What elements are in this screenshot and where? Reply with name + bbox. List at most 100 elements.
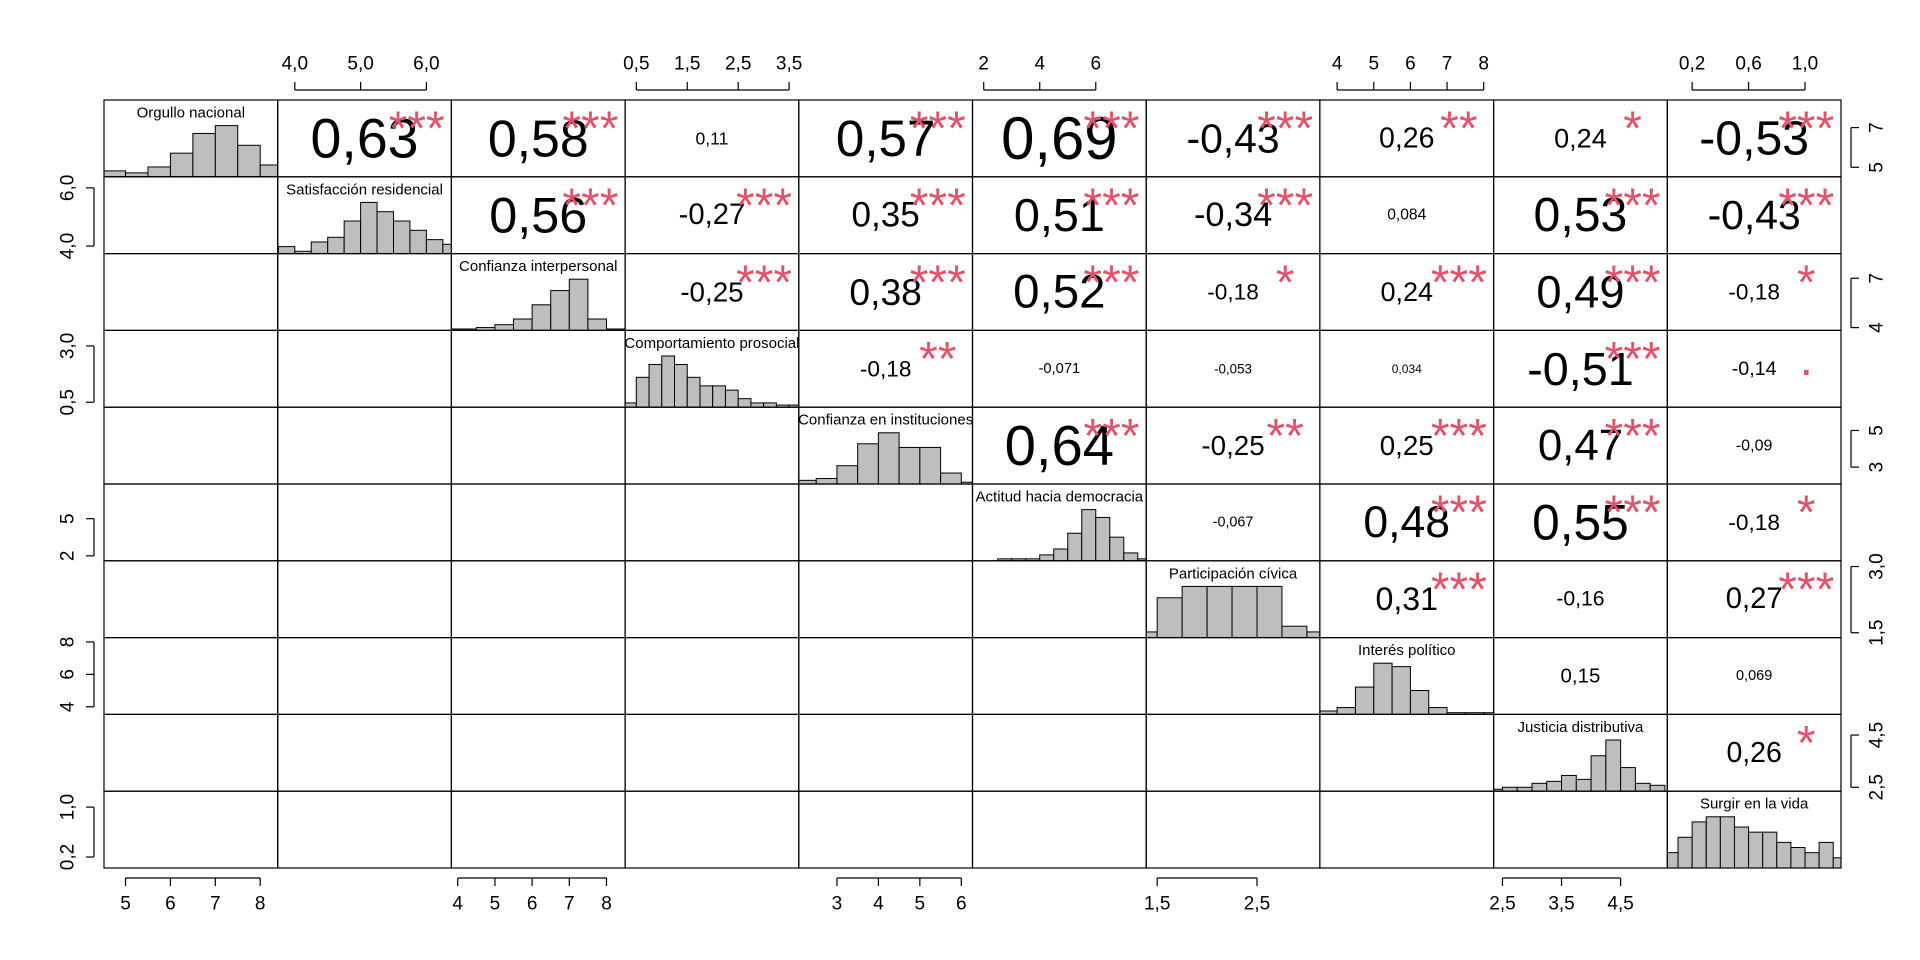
hist-bar: [898, 446, 921, 485]
x-tick-label: 5: [915, 894, 926, 915]
x-tick-label: 1,5: [674, 54, 700, 75]
panel-frame: [103, 253, 279, 332]
significance-stars: .: [1800, 333, 1813, 386]
x-tick-label: 8: [255, 894, 266, 915]
hist-bar: [1146, 631, 1158, 638]
hist-bar: [1575, 778, 1592, 792]
hist-bar: [409, 229, 427, 254]
variable-name: Confianza interpersonal: [459, 258, 617, 275]
hist-bar: [587, 318, 608, 331]
hist-bar: [1156, 597, 1183, 638]
hist-bar: [661, 355, 676, 408]
y-tick-label: 7: [1867, 273, 1888, 284]
y-tick-label: 7: [1867, 122, 1888, 133]
variable-name: Surgir en la vida: [1700, 796, 1809, 813]
hist-bar: [1748, 831, 1764, 869]
hist-bar: [513, 318, 533, 331]
hist-bar: [376, 211, 395, 254]
significance-stars: **: [1440, 103, 1477, 156]
hist-bar: [686, 376, 701, 408]
panel-frame: [798, 483, 974, 562]
panel-frame: [277, 253, 453, 332]
x-tick-label: 6: [956, 894, 967, 915]
variable-name: Participación cívica: [1169, 565, 1298, 582]
significance-stars: ***: [1605, 179, 1661, 232]
y-tick-label: 5: [1867, 162, 1888, 173]
x-tick-label: 8: [601, 894, 612, 915]
x-tick-label: 4: [452, 894, 463, 915]
x-tick-label: 2,5: [1244, 894, 1270, 915]
x-tick-label: 4: [1332, 54, 1343, 75]
significance-stars: ***: [736, 256, 792, 309]
panel-frame: [277, 329, 453, 408]
correlation-label: 0,57: [836, 110, 935, 167]
panel-frame: [1666, 790, 1842, 869]
panel-frame: [624, 790, 800, 869]
hist-bar: [214, 125, 239, 177]
hist-bar: [1776, 841, 1792, 869]
hist-bar: [192, 132, 216, 177]
histogram: Confianza interpersonal: [451, 258, 626, 331]
hist-bar: [1109, 536, 1125, 561]
hist-bar: [1667, 852, 1679, 869]
hist-bar: [1634, 782, 1651, 792]
panel-frame: [798, 790, 974, 869]
panel-frame: [103, 329, 279, 408]
hist-bar: [1531, 782, 1548, 792]
panel-frame: [103, 406, 279, 485]
panel-frame: [971, 636, 1147, 715]
x-tick-label: 2,5: [725, 54, 751, 75]
panel-frame: [624, 406, 800, 485]
x-tick-label: 6: [1090, 54, 1101, 75]
hist-bar: [1336, 707, 1356, 715]
variable-name: Interés político: [1358, 642, 1456, 659]
correlation-label: 0,55: [1532, 494, 1629, 550]
x-tick-label: 1,5: [1144, 894, 1170, 915]
significance-stars: ***: [562, 103, 618, 156]
x-tick-label: 2: [978, 54, 989, 75]
significance-stars: ***: [562, 179, 618, 232]
panel-frame: [450, 406, 626, 485]
panel-frame: [1319, 790, 1495, 869]
panel-frame: [798, 636, 974, 715]
histogram: Justicia distributiva: [1493, 719, 1666, 792]
hist-bar: [1762, 831, 1778, 869]
correlation-label: -0,43: [1708, 192, 1801, 238]
x-tick-label: 7: [564, 894, 575, 915]
hist-bar: [277, 246, 296, 254]
correlation-label: 0,47: [1538, 421, 1623, 470]
hist-bar: [1719, 816, 1735, 869]
panel-frame: [971, 790, 1147, 869]
correlation-label: 0,53: [1534, 188, 1628, 242]
panel-frame: [103, 483, 279, 562]
correlation-label: -0,27: [679, 199, 746, 231]
y-tick-label: 1,0: [58, 794, 79, 820]
hist-bar: [550, 290, 570, 331]
correlation-label: 0,084: [1387, 207, 1426, 224]
hist-bar: [1428, 707, 1448, 715]
panel-frame: [450, 560, 626, 639]
hist-bar: [1354, 686, 1375, 715]
significance-stars: ***: [1778, 103, 1834, 156]
x-tick-label: 6: [165, 894, 176, 915]
correlation-label: 0,52: [1013, 266, 1105, 319]
significance-stars: ***: [1083, 179, 1139, 232]
y-tick-label: 2,5: [1867, 774, 1888, 800]
hist-bar: [259, 164, 278, 177]
correlation-label: -0,53: [1699, 111, 1809, 165]
correlation-label: 0,25: [1380, 430, 1434, 461]
panel-frame: [624, 713, 800, 792]
significance-stars: ***: [1778, 563, 1834, 616]
correlation-label: 0,56: [489, 187, 587, 244]
correlation-label: -0,067: [1213, 514, 1254, 530]
hist-bar: [494, 324, 515, 331]
hist-bar: [1605, 739, 1622, 792]
hist-bar: [919, 446, 942, 485]
correlation-label: -0,18: [1728, 280, 1780, 305]
y-tick-label: 6,0: [58, 175, 79, 201]
variable-name: Actitud hacia democracia: [976, 489, 1144, 506]
panel-frame: [277, 790, 453, 869]
histogram: Confianza en instituciones: [798, 412, 973, 485]
hist-bar: [1256, 585, 1283, 638]
y-tick-label: 4,0: [58, 233, 79, 259]
